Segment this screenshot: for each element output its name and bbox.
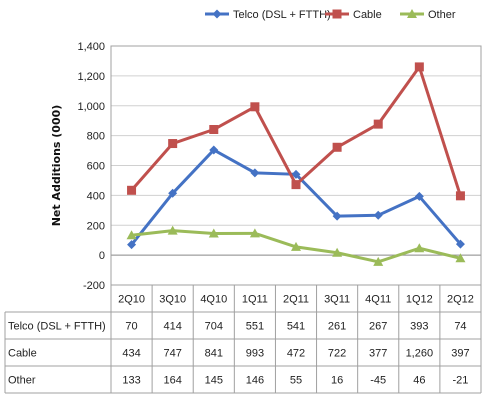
table-cell: 1,260 xyxy=(406,348,434,360)
table-cell: 55 xyxy=(290,375,302,387)
data-point xyxy=(455,253,466,263)
table-cell: 267 xyxy=(369,321,387,333)
table-cell: -21 xyxy=(452,375,468,387)
table-cell: 145 xyxy=(205,375,223,387)
table-row-label: Cable xyxy=(8,348,37,360)
table-cell: 434 xyxy=(122,348,140,360)
data-point xyxy=(127,185,137,195)
table-cell: 393 xyxy=(410,321,428,333)
data-point xyxy=(332,247,343,257)
table-cell: 146 xyxy=(246,375,264,387)
table-cell: 541 xyxy=(287,321,305,333)
data-point xyxy=(332,9,342,19)
data-point xyxy=(373,119,383,129)
data-point xyxy=(209,145,219,155)
data-point xyxy=(291,241,301,251)
data-point xyxy=(250,168,260,178)
plot-area: -200 0 200 400 600 800 1,000 1,200 1,400 Net Addi… xyxy=(50,41,482,292)
x-tick-label: 1Q11 xyxy=(242,294,268,306)
y-tick-label: 0 xyxy=(99,250,105,262)
x-tick-label: 3Q10 xyxy=(159,294,186,306)
x-tick-label: 2Q10 xyxy=(118,294,145,306)
table-cell: 747 xyxy=(163,348,181,360)
table-cell: 704 xyxy=(205,321,223,333)
x-tick-label: 4Q10 xyxy=(200,294,227,306)
x-tick-label: 2Q12 xyxy=(447,294,474,306)
x-tick-label: 2Q11 xyxy=(283,294,309,306)
y-tick-label: 1,400 xyxy=(77,41,105,53)
data-point xyxy=(373,210,383,220)
table-row-label: Telco (DSL + FTTH) xyxy=(8,321,106,333)
data-point xyxy=(455,191,465,201)
data-table: 2Q10 3Q10 4Q10 1Q11 2Q11 3Q11 4Q11 1Q12 2Q12 Telc… xyxy=(4,284,482,394)
table-cell: -45 xyxy=(370,375,386,387)
table-cell: 46 xyxy=(413,375,425,387)
legend-label: Telco (DSL + FTTH) xyxy=(233,9,331,21)
data-point xyxy=(414,243,425,253)
data-point xyxy=(373,256,384,266)
table-row-label: Other xyxy=(8,375,36,387)
data-point xyxy=(291,169,301,179)
data-point xyxy=(250,102,260,112)
data-point xyxy=(291,180,301,190)
data-point xyxy=(332,211,342,221)
table-cell: 722 xyxy=(328,348,346,360)
data-point xyxy=(414,191,424,201)
table-cell: 261 xyxy=(328,321,346,333)
data-point xyxy=(212,9,222,19)
data-point xyxy=(168,188,178,198)
data-point xyxy=(127,240,137,250)
x-tick-label: 1Q12 xyxy=(406,294,433,306)
table-cell: 551 xyxy=(246,321,264,333)
y-axis-title: Net Additions (000) xyxy=(50,105,63,227)
table-cell: 397 xyxy=(451,348,469,360)
table-cell: 841 xyxy=(205,348,223,360)
data-point xyxy=(126,230,137,240)
data-point xyxy=(209,125,219,135)
x-tick-label: 3Q11 xyxy=(324,294,350,306)
data-point xyxy=(414,62,424,72)
table-cell: 414 xyxy=(163,321,181,333)
table-cell: 164 xyxy=(163,375,181,387)
table-cell: 133 xyxy=(122,375,140,387)
data-point xyxy=(249,228,260,238)
data-point xyxy=(208,228,219,238)
table-cell: 16 xyxy=(331,375,343,387)
legend-label: Cable xyxy=(353,9,382,21)
y-tick-label: 800 xyxy=(87,131,105,143)
table-cell: 377 xyxy=(369,348,387,360)
y-tick-label: -200 xyxy=(83,280,105,292)
data-point xyxy=(167,225,178,235)
table-cell: 993 xyxy=(246,348,264,360)
data-point xyxy=(168,139,178,149)
table-cell: 70 xyxy=(125,321,137,333)
data-point xyxy=(407,9,417,18)
legend-label: Other xyxy=(428,9,456,21)
y-tick-label: 1,200 xyxy=(77,71,105,83)
data-point xyxy=(455,239,465,249)
table-cell: 74 xyxy=(454,321,466,333)
y-tick-label: 600 xyxy=(87,161,105,173)
data-point xyxy=(332,142,342,152)
legend: Telco (DSL + FTTH) Cable Other xyxy=(205,9,456,21)
y-tick-label: 400 xyxy=(87,190,105,202)
y-tick-label: 1,000 xyxy=(77,101,105,113)
x-tick-label: 4Q11 xyxy=(365,294,391,306)
table-cell: 472 xyxy=(287,348,305,360)
y-tick-label: 200 xyxy=(87,220,105,232)
